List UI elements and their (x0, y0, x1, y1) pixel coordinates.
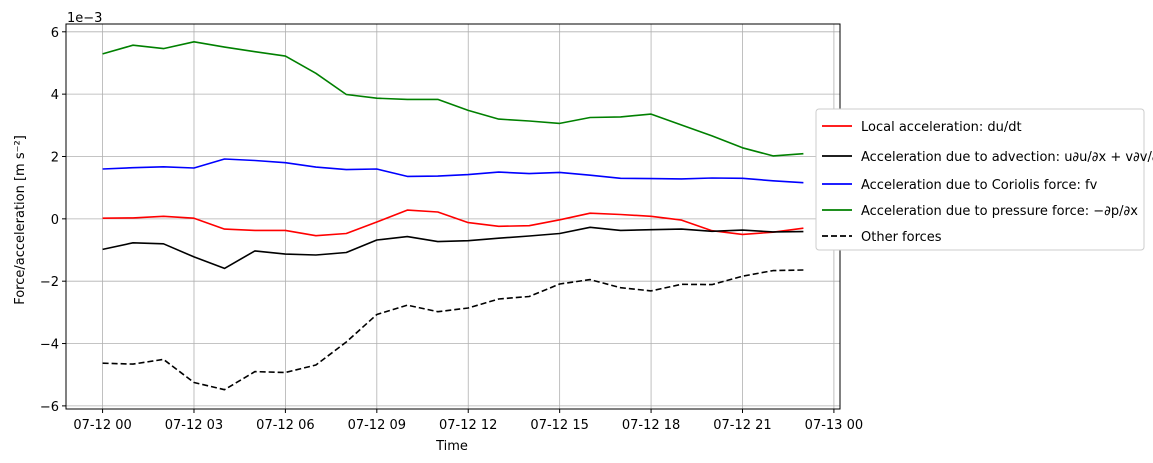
x-axis: 07-12 00 07-12 03 07-12 06 07-12 09 07-12 12… (73, 409, 863, 433)
legend: Local acceleration: du/dt Acceleration d… (815, 108, 1153, 251)
y-tick-label: 2 (51, 150, 59, 165)
series-lines (102, 40, 804, 391)
legend-label-pressure: Acceleration due to pressure force: −∂p/… (861, 204, 1138, 219)
legend-label-other: Other forces (861, 230, 942, 245)
series-line-0 (102, 209, 804, 237)
x-tick-label: 07-12 00 (73, 418, 131, 433)
x-tick-label: 07-12 03 (165, 418, 223, 433)
offset-text: 1e−3 (67, 11, 102, 26)
y-tick-label: 6 (51, 26, 59, 41)
series-line-1 (102, 226, 804, 270)
y-tick-label: −2 (40, 275, 59, 290)
x-tick-label: 07-12 06 (256, 418, 314, 433)
series-line-3 (102, 40, 804, 157)
legend-label-coriolis: Acceleration due to Coriolis force: fv (861, 178, 1098, 193)
y-tick-label: −6 (40, 400, 59, 415)
x-tick-label: 07-12 09 (348, 418, 406, 433)
x-tick-label: 07-12 21 (713, 418, 771, 433)
series-line-4 (102, 269, 804, 391)
x-axis-label: Time (435, 439, 468, 454)
y-tick-label: 0 (51, 213, 59, 228)
y-axis: −6 −4 −2 0 2 4 6 (40, 26, 66, 415)
grid (66, 24, 840, 409)
x-tick-label: 07-12 12 (439, 418, 497, 433)
x-tick-label: 07-12 18 (622, 418, 680, 433)
y-tick-label: 4 (51, 88, 59, 103)
legend-box (815, 108, 1145, 251)
x-tick-label: 07-12 15 (530, 418, 588, 433)
y-tick-label: −4 (40, 338, 59, 353)
legend-label-advection: Acceleration due to advection: u∂u/∂x + … (861, 150, 1153, 165)
legend-label-local: Local acceleration: du/dt (861, 120, 1022, 135)
x-tick-label: 07-13 00 (805, 418, 863, 433)
y-axis-label: Force/acceleration [m s⁻²] (13, 135, 28, 305)
series-line-2 (102, 158, 804, 184)
